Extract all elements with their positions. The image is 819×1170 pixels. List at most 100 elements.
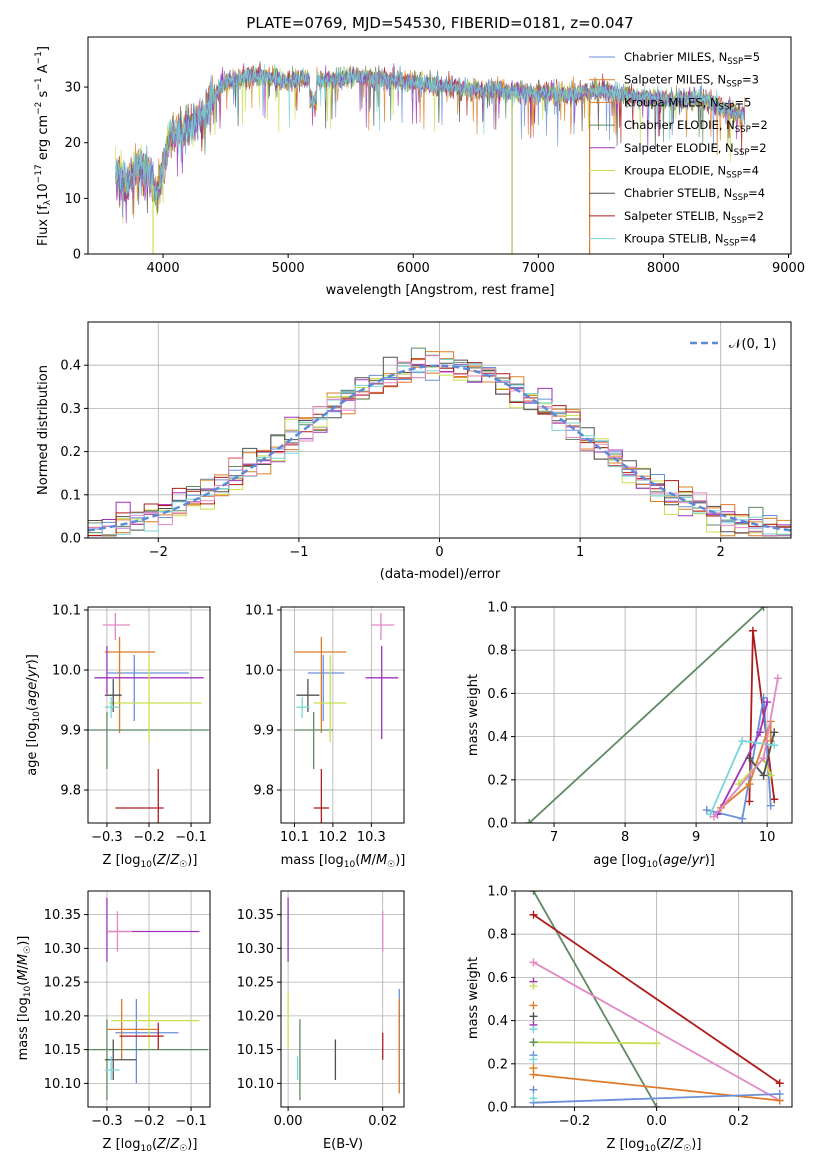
- mass-vs-Z-panel: −0.3 −0.2 −0.1 10.10 10.15 10.20 10.25 10.30 10.…: [44, 890, 211, 1129]
- weight-marker: [756, 728, 765, 737]
- mass-vs-ebv-panel: 0.00 0.02 10.10 10.15 10.20 10.25 10.30 10.35: [237, 890, 405, 1129]
- y-tick-label: 10.10: [237, 1077, 274, 1092]
- weight-marker: [529, 1001, 538, 1010]
- x-tick-label: 0.2: [728, 1114, 749, 1129]
- weight-marker: [748, 626, 757, 635]
- plot-area: [525, 607, 782, 823]
- weight-marker: [766, 771, 775, 780]
- y-tick-label: 9.9: [253, 724, 274, 739]
- spectrum-plot-area: [115, 61, 746, 254]
- residual-x-tick-label: 1: [576, 545, 584, 560]
- y-tick-label: 0.0: [487, 817, 508, 832]
- legend-label: Salpeter MILES, NSSP=3: [624, 73, 759, 90]
- plot-area: [88, 897, 208, 1101]
- residual-x-tick-label: 0: [435, 545, 443, 560]
- spectrum-legend: Chabrier MILES, NSSP=5 Salpeter MILES, NS…: [589, 50, 768, 249]
- weight-marker: [766, 801, 775, 810]
- spectrum-frame: [87, 36, 792, 255]
- spectrum-x-tick-label: 4000: [147, 261, 180, 276]
- weight-marker: [738, 814, 747, 823]
- weight-line: [533, 961, 781, 1102]
- y-tick-label: 10.20: [237, 1009, 274, 1024]
- plot-area: [294, 613, 399, 823]
- weight-marker: [759, 771, 768, 780]
- y-tick-label: 10.35: [44, 908, 81, 923]
- wZ-xlabel: Z [log10(Z/Z☉)]: [607, 1137, 702, 1154]
- weight-line: [720, 721, 772, 809]
- weight-marker: [529, 958, 538, 967]
- weight-marker: [529, 910, 538, 919]
- panel-frame: [280, 606, 405, 824]
- weight-marker: [652, 1103, 661, 1107]
- spectrum-y-tick-label: 20: [64, 136, 81, 151]
- x-tick-label: −0.3: [91, 1114, 123, 1129]
- y-tick-label: 10.1: [245, 604, 274, 619]
- residual-y-tick-label: 0.0: [60, 532, 81, 547]
- y-tick-label: 10.10: [44, 1077, 81, 1092]
- spectrum-x-tick-label: 9000: [772, 261, 805, 276]
- weight-marker: [759, 693, 768, 702]
- spectrum-y-tick-label: 0: [73, 248, 81, 263]
- plot-area: [88, 613, 209, 823]
- x-tick-label: 8: [621, 830, 629, 845]
- histogram-series: [87, 355, 792, 538]
- x-tick-label: −0.2: [133, 1114, 165, 1129]
- weight-marker: [529, 1094, 538, 1103]
- legend-label: Kroupa STELIB, NSSP=4: [624, 232, 756, 249]
- age-vs-mass-panel: 10.1 10.2 10.3 9.8 9.9 10.0 10.1: [245, 604, 405, 845]
- y-tick-label: 1.0: [487, 885, 508, 900]
- weight-marker: [759, 754, 768, 763]
- weight-line: [532, 914, 781, 1084]
- y-tick-label: 9.8: [60, 784, 81, 799]
- y-tick-label: 0.0: [487, 1101, 508, 1116]
- y-tick-label: 10.25: [237, 976, 274, 991]
- residual-y-tick-label: 0.4: [60, 359, 81, 374]
- weight-marker: [529, 891, 538, 895]
- weight-vs-age-panel: 7 8 9 10 0.0 0.2 0.4 0.6 0.8 1.0: [487, 601, 793, 845]
- weight-marker: [529, 1085, 538, 1094]
- spectrum-x-tick-label: 5000: [272, 261, 305, 276]
- gaussian-legend-label: 𝒩(0, 1): [729, 337, 776, 352]
- legend-label: Chabrier STELIB, NSSP=4: [624, 186, 765, 203]
- y-tick-label: 10.20: [44, 1009, 81, 1024]
- y-tick-label: 10.0: [245, 664, 274, 679]
- y-tick-label: 9.8: [253, 784, 274, 799]
- panel-frame: [514, 606, 793, 824]
- y-tick-label: 10.1: [52, 604, 81, 619]
- y-tick-label: 0.4: [487, 730, 508, 745]
- age-vs-Z-panel: −0.3 −0.2 −0.1 9.8 9.9 10.0 10.1: [52, 604, 211, 845]
- panel-frame: [514, 890, 793, 1108]
- panel-frame: [280, 890, 405, 1108]
- y-tick-label: 0.4: [487, 1014, 508, 1029]
- spectrum-x-tick-label: 6000: [397, 261, 430, 276]
- weight-marker: [529, 1025, 538, 1034]
- y-tick-label: 10.30: [44, 942, 81, 957]
- x-tick-label: 0.02: [368, 1114, 397, 1129]
- mZ-xlabel: Z [log10(Z/Z☉)]: [103, 1137, 198, 1154]
- y-tick-label: 10.15: [44, 1043, 81, 1058]
- legend-label: Kroupa ELODIE, NSSP=4: [624, 164, 759, 181]
- weight-vs-Z-panel: −0.2 0.0 0.2 0.0 0.2 0.4 0.6 0.8 1.0: [487, 885, 793, 1129]
- spectrum-x-ticks: 4000 5000 6000 7000 8000 9000: [147, 254, 805, 276]
- y-tick-label: 0.2: [487, 773, 508, 788]
- x-tick-label: 10.3: [357, 830, 386, 845]
- plot-area: [529, 891, 784, 1107]
- ageZ-xlabel: Z [log10(Z/Z☉)]: [103, 853, 198, 870]
- weight-marker: [529, 1038, 538, 1047]
- residual-ylabel: Normed distribution: [36, 365, 51, 495]
- weight-marker: [773, 674, 782, 683]
- spectrum-y-tick-label: 10: [64, 192, 81, 207]
- weight-marker: [652, 1039, 661, 1048]
- y-tick-label: 0.8: [487, 928, 508, 943]
- x-tick-label: 0.00: [274, 1114, 303, 1129]
- weight-line: [533, 1093, 780, 1104]
- spectrum-x-tick-label: 7000: [522, 261, 555, 276]
- weight-marker: [709, 812, 718, 821]
- wZ-ylabel: mass weight: [466, 957, 481, 1039]
- x-tick-label: −0.2: [133, 830, 165, 845]
- wAge-ylabel: mass weight: [466, 674, 481, 756]
- residual-y-tick-label: 0.1: [60, 488, 81, 503]
- y-tick-label: 10.25: [44, 976, 81, 991]
- residual-x-ticks: −2 −1 0 1 2: [149, 538, 725, 560]
